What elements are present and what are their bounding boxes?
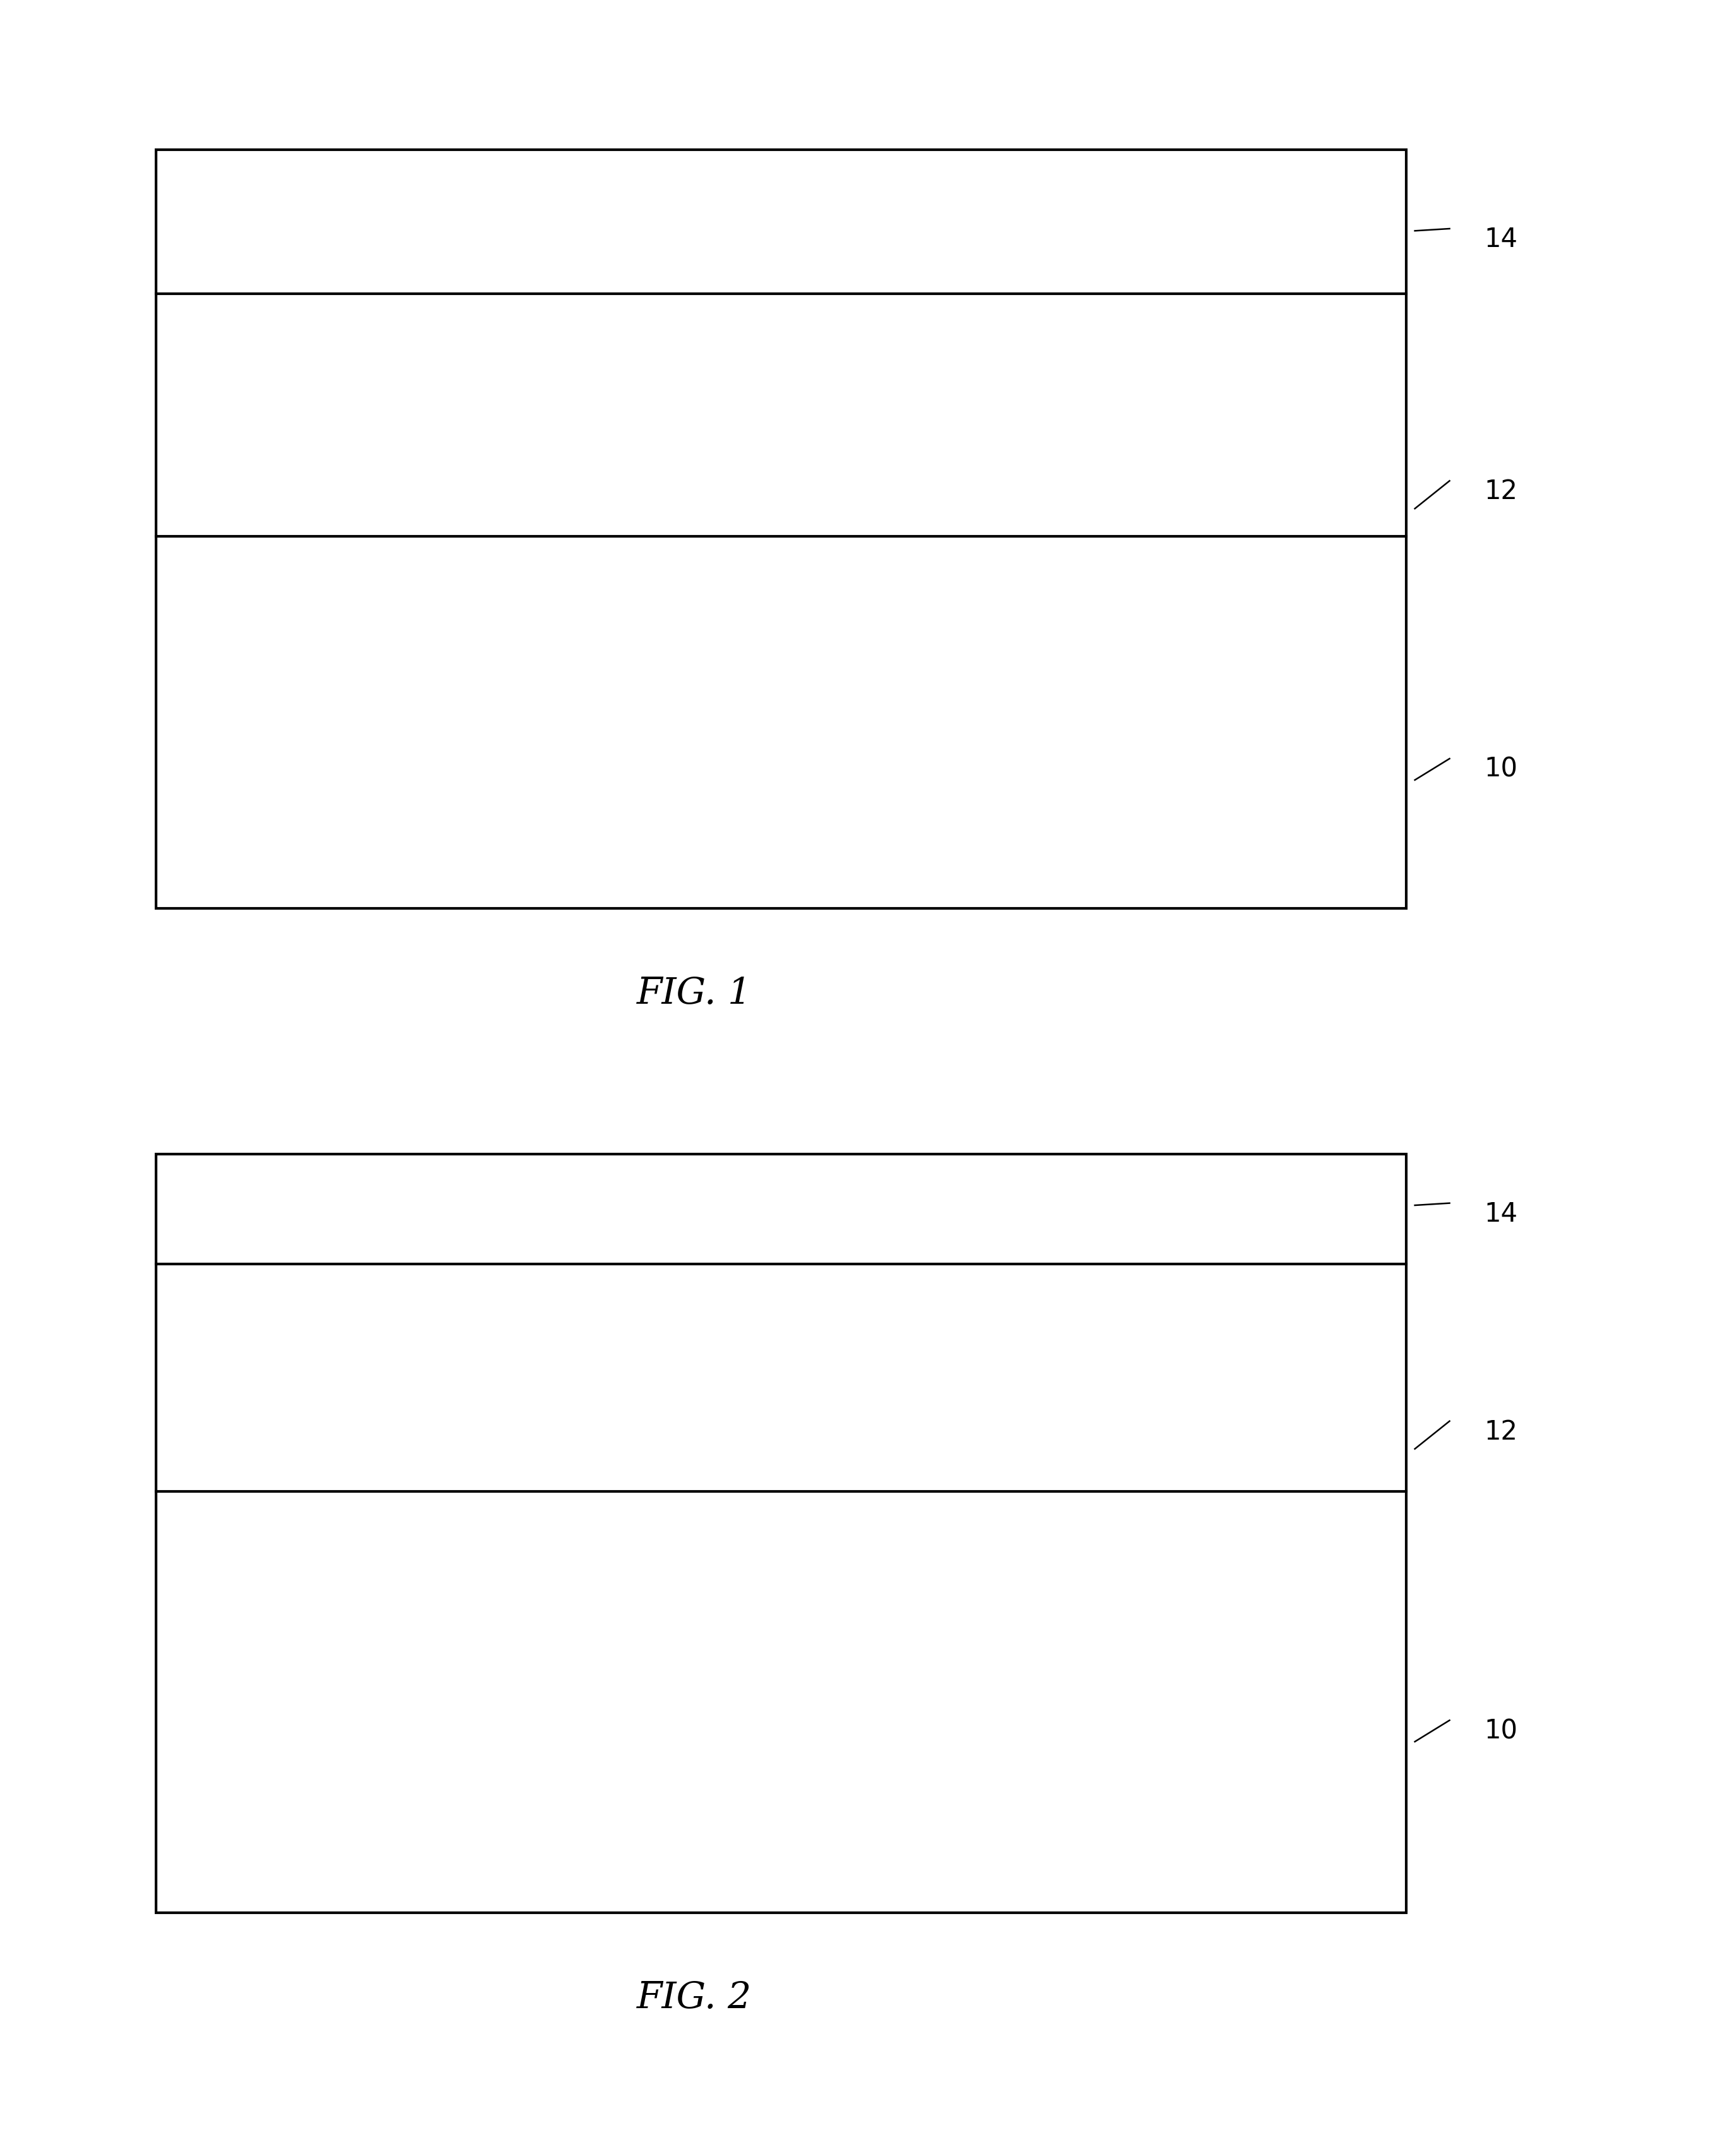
Bar	[156, 1263, 1406, 1492]
Text: FIG. 2: FIG. 2	[637, 1981, 752, 2015]
Text: FIG. 1: FIG. 1	[637, 977, 752, 1011]
Text: 10: 10	[1484, 756, 1517, 782]
Bar	[156, 1154, 1406, 1913]
Text: 12: 12	[1484, 479, 1517, 504]
Text: 14: 14	[1484, 227, 1517, 252]
Bar	[156, 1154, 1406, 1263]
Text: 14: 14	[1484, 1201, 1517, 1227]
Bar	[156, 150, 1406, 293]
Bar	[156, 293, 1406, 536]
Bar	[156, 150, 1406, 908]
Text: 12: 12	[1484, 1419, 1517, 1445]
Bar	[156, 1492, 1406, 1913]
Bar	[156, 536, 1406, 908]
Text: 10: 10	[1484, 1718, 1517, 1744]
